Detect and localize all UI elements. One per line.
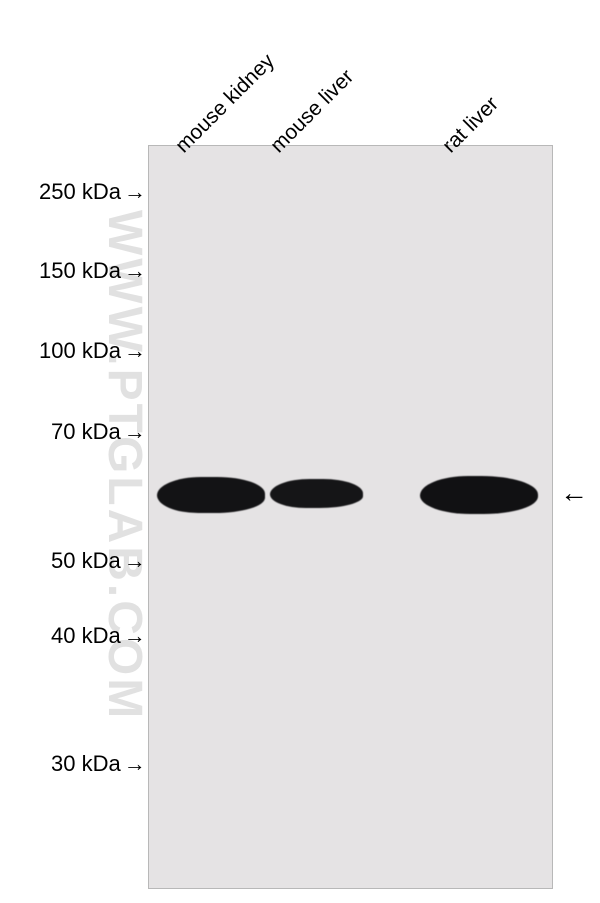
mw-marker-label: 250 kDa (39, 179, 121, 205)
mw-marker: 70 kDa→ (51, 419, 146, 445)
mw-marker-label: 100 kDa (39, 338, 121, 364)
mw-marker: 100 kDa→ (39, 338, 146, 364)
mw-marker: 30 kDa→ (51, 751, 146, 777)
mw-marker-label: 50 kDa (51, 548, 121, 574)
band-rat-liver (420, 476, 538, 514)
arrow-right-icon: → (124, 751, 146, 777)
arrow-right-icon: → (124, 179, 146, 205)
blot-frame (148, 145, 553, 889)
arrow-right-icon: → (124, 623, 146, 649)
mw-marker: 250 kDa→ (39, 179, 146, 205)
arrow-right-icon: → (124, 419, 146, 445)
arrow-right-icon: → (124, 258, 146, 284)
lane-label-lane-mouse-kidney: mouse kidney (171, 49, 280, 158)
blot-background (149, 146, 552, 888)
arrow-right-icon: → (124, 338, 146, 364)
arrow-right-icon: → (124, 548, 146, 574)
mw-marker-label: 40 kDa (51, 623, 121, 649)
mw-marker-label: 30 kDa (51, 751, 121, 777)
mw-marker: 40 kDa→ (51, 623, 146, 649)
mw-marker: 50 kDa→ (51, 548, 146, 574)
mw-marker: 150 kDa→ (39, 258, 146, 284)
mw-marker-label: 70 kDa (51, 419, 121, 445)
band-mouse-liver (270, 479, 363, 508)
mw-marker-label: 150 kDa (39, 258, 121, 284)
target-band-arrow-icon: ← (560, 477, 588, 509)
western-blot-figure: WWW.PTGLAB.COM ← mouse kidneymouse liver… (0, 0, 600, 903)
band-mouse-kidney (157, 477, 265, 513)
